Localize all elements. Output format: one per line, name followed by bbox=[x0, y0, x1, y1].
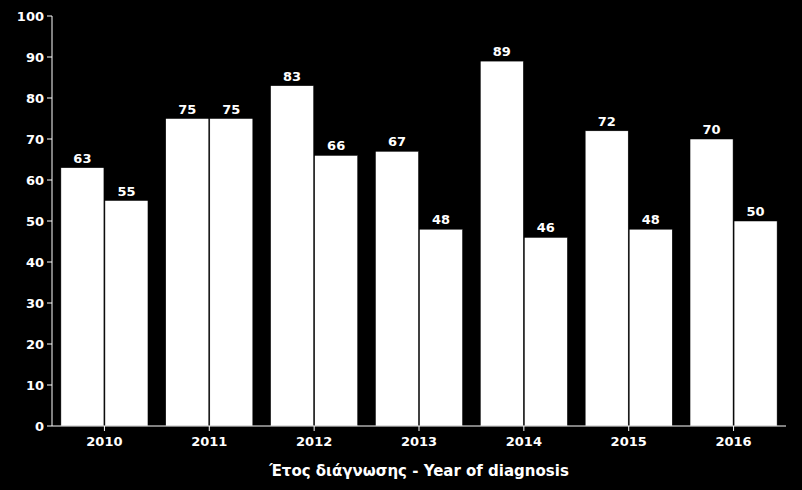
y-tick-label: 40 bbox=[26, 255, 44, 270]
data-label: 55 bbox=[117, 184, 135, 199]
y-tick-label: 0 bbox=[35, 419, 44, 434]
data-label: 89 bbox=[493, 44, 511, 59]
y-tick-label: 10 bbox=[26, 378, 44, 393]
x-tick-label: 2016 bbox=[715, 434, 751, 449]
bar bbox=[105, 201, 148, 427]
x-axis-label: Έτος διάγνωσης - Year of diagnosis bbox=[268, 462, 569, 480]
data-label: 66 bbox=[327, 138, 345, 153]
chart-container: 63 75 83 67 89 72 70 55 75 66 48 46 48 50 0 10 20 30 40 50 6… bbox=[0, 0, 802, 490]
data-label: 72 bbox=[598, 114, 616, 129]
y-tick-label: 50 bbox=[26, 214, 44, 229]
data-label: 48 bbox=[432, 212, 450, 227]
y-tick bbox=[47, 180, 52, 181]
data-label: 67 bbox=[388, 134, 406, 149]
bar bbox=[166, 119, 209, 427]
x-tick bbox=[733, 426, 734, 431]
y-tick-label: 100 bbox=[17, 9, 44, 24]
y-tick bbox=[47, 98, 52, 99]
bar bbox=[629, 229, 672, 426]
bar bbox=[690, 139, 733, 426]
bar bbox=[210, 119, 253, 427]
x-tick bbox=[419, 426, 420, 431]
y-tick bbox=[47, 426, 52, 427]
bar bbox=[420, 229, 463, 426]
y-tick-label: 60 bbox=[26, 173, 44, 188]
x-tick-label: 2014 bbox=[506, 434, 542, 449]
chart: 63 75 83 67 89 72 70 55 75 66 48 46 48 50 0 10 20 30 40 50 6… bbox=[0, 0, 802, 490]
x-tick bbox=[104, 426, 105, 431]
bar bbox=[524, 237, 567, 426]
x-tick-label: 2015 bbox=[611, 434, 647, 449]
y-tick bbox=[47, 385, 52, 386]
bar bbox=[61, 168, 104, 426]
data-label: 75 bbox=[222, 102, 240, 117]
bar bbox=[271, 86, 314, 426]
data-label: 46 bbox=[537, 220, 555, 235]
y-tick bbox=[47, 303, 52, 304]
y-tick bbox=[47, 57, 52, 58]
y-tick-label: 30 bbox=[26, 296, 44, 311]
data-label: 70 bbox=[703, 122, 721, 137]
y-tick-label: 20 bbox=[26, 337, 44, 352]
y-tick bbox=[47, 344, 52, 345]
x-tick-label: 2011 bbox=[191, 434, 227, 449]
data-label: 63 bbox=[73, 151, 91, 166]
data-label: 48 bbox=[642, 212, 660, 227]
bars bbox=[61, 61, 777, 426]
y-tick-label: 80 bbox=[26, 91, 44, 106]
y-tick-label: 90 bbox=[26, 50, 44, 65]
x-tick-label: 2010 bbox=[86, 434, 122, 449]
bar bbox=[315, 155, 358, 426]
bar bbox=[734, 221, 777, 426]
x-tick-label: 2013 bbox=[401, 434, 437, 449]
y-tick bbox=[47, 221, 52, 222]
data-label: 83 bbox=[283, 69, 301, 84]
y-tick-label: 70 bbox=[26, 132, 44, 147]
x-tick bbox=[628, 426, 629, 431]
y-tick bbox=[47, 139, 52, 140]
data-label: 50 bbox=[747, 204, 765, 219]
y-tick bbox=[47, 262, 52, 263]
bar bbox=[375, 151, 418, 426]
bar bbox=[480, 61, 523, 426]
x-tick-label: 2012 bbox=[296, 434, 332, 449]
bar bbox=[585, 131, 628, 426]
y-tick bbox=[47, 16, 52, 17]
data-label: 75 bbox=[178, 102, 196, 117]
x-tick bbox=[314, 426, 315, 431]
x-tick bbox=[209, 426, 210, 431]
x-tick bbox=[523, 426, 524, 431]
